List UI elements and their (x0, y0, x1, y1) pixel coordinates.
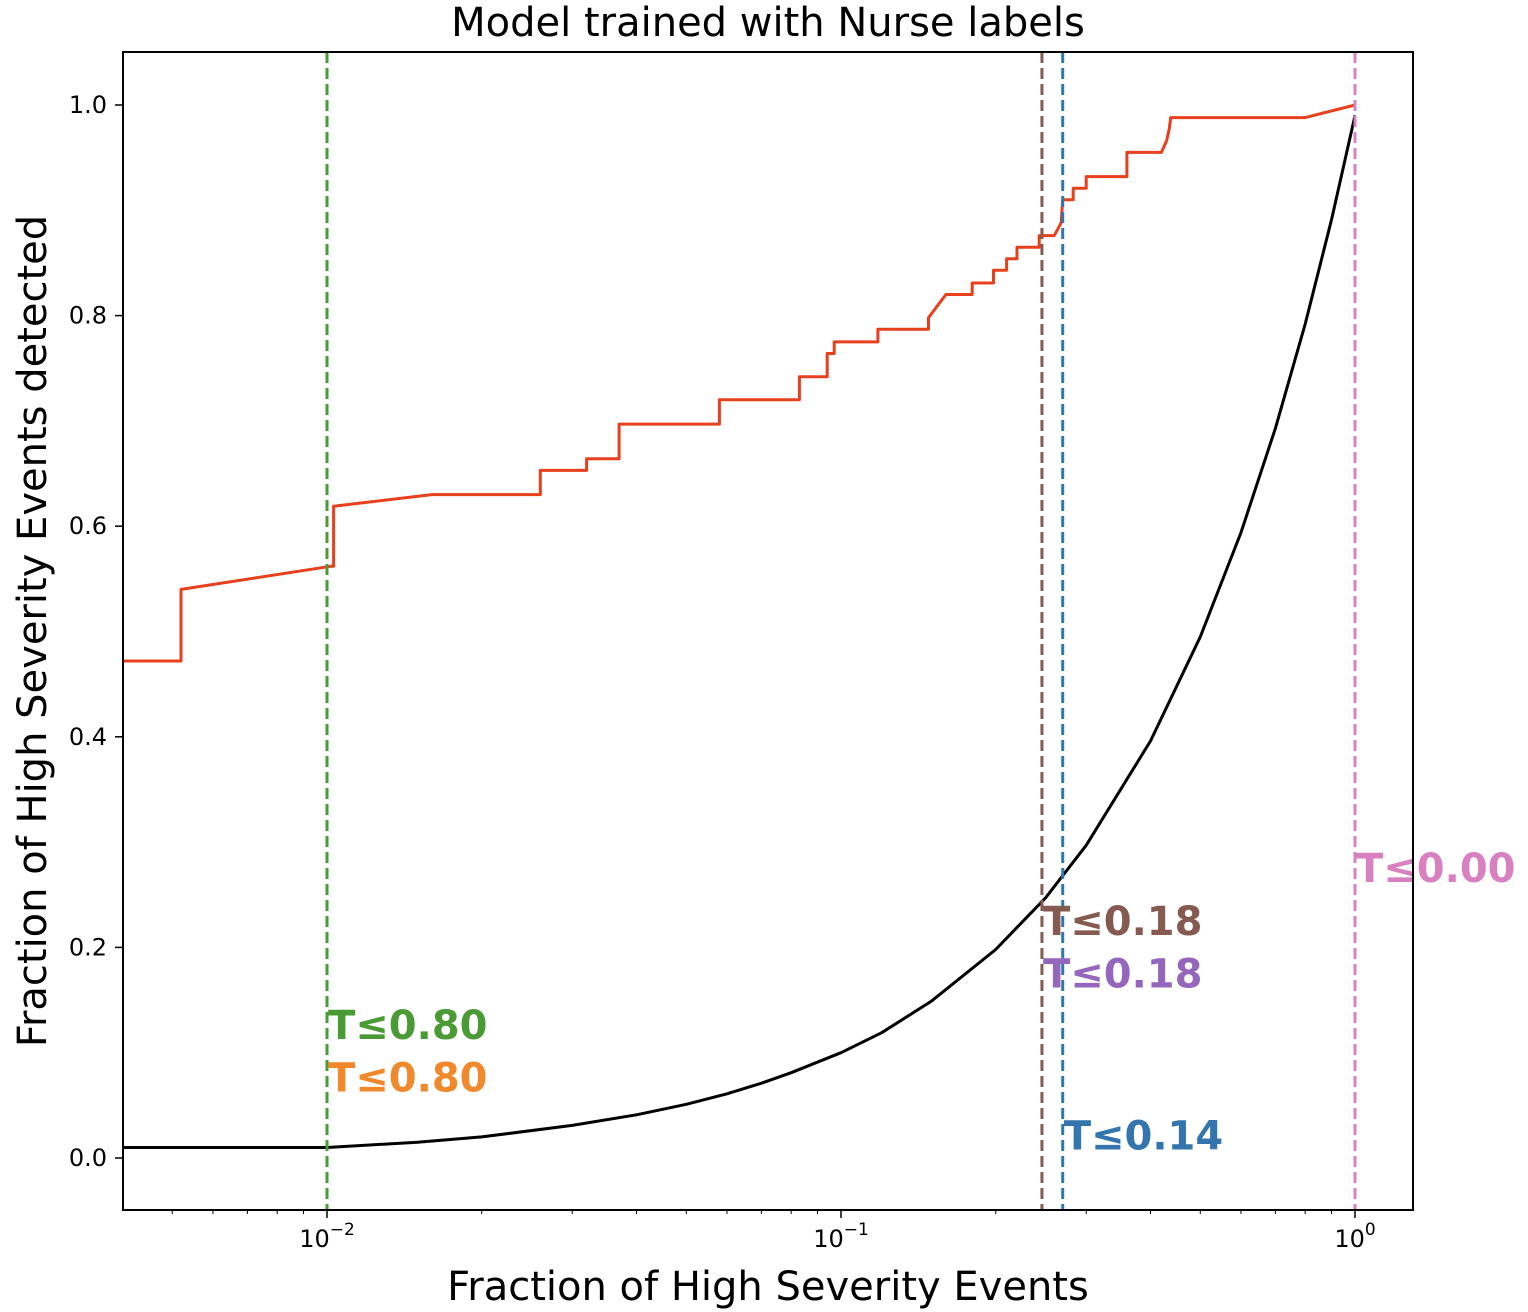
plot-inner (123, 52, 1357, 1210)
x-tick-label-2: 10−1 (813, 1220, 869, 1253)
threshold-annotation-3: T≤0.18 (1043, 899, 1203, 945)
y-tick-label-5: 0.8 (69, 302, 107, 330)
plot-area: 10−2 10−1 100 0.0 0.2 0.4 0.6 0.8 1.0 T≤0.80 T≤0.8… (69, 52, 1516, 1253)
threshold-annotation-1: T≤0.80 (328, 1003, 488, 1049)
series-line-2 (123, 115, 1357, 1149)
y-axis: 0.0 0.2 0.4 0.6 0.8 1.0 (69, 91, 123, 1172)
x-tick-label-1: 10−2 (299, 1220, 355, 1253)
series-line-1 (123, 103, 1356, 663)
x-tick-label-3: 100 (1334, 1220, 1375, 1253)
threshold-annotation-4: T≤0.18 (1043, 951, 1203, 997)
x-axis-label: Fraction of High Severity Events (447, 1264, 1089, 1310)
y-tick-label-4: 0.6 (69, 512, 107, 540)
x-axis: 10−2 10−1 100 (171, 1210, 1376, 1253)
y-tick-label-2: 0.2 (69, 933, 107, 961)
y-tick-label-3: 0.4 (69, 723, 107, 751)
chart-title: Model trained with Nurse labels (451, 0, 1085, 46)
plot-frame (122, 51, 1414, 1211)
y-axis-label: Fraction of High Severity Events detecte… (10, 215, 56, 1047)
threshold-annotation-5: T≤0.14 (1064, 1114, 1224, 1160)
y-tick-label-1: 0.0 (69, 1144, 107, 1172)
threshold-annotation-6: T≤0.00 (1356, 846, 1516, 892)
threshold-annotation-2: T≤0.80 (328, 1056, 488, 1102)
y-tick-label-6: 1.0 (69, 91, 107, 119)
